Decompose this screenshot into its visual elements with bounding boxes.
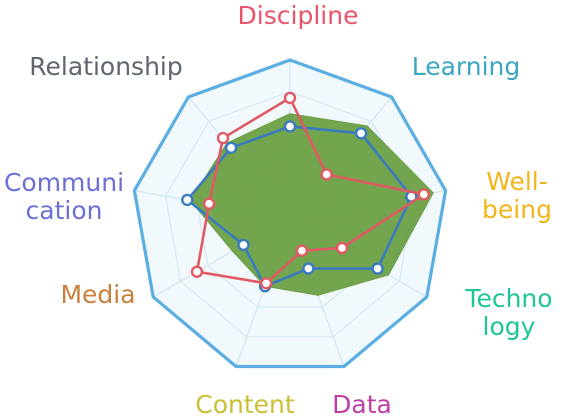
data-point-content [260,277,273,290]
axis-label-line: being [482,195,552,224]
axis-label-communication: Communi cation [4,168,124,225]
axis-label-data: Data [332,390,392,418]
data-point-communication [202,197,216,210]
data-point-learning [354,127,368,140]
series-line [195,96,426,285]
data-point-data [302,262,315,275]
axis-label-line: Well- [486,167,548,196]
series-3 [190,91,430,290]
axis-label-line: Relationship [29,52,182,81]
data-point-learning [320,168,333,181]
data-point-communication [181,193,194,207]
data-point-relationship [224,141,238,155]
axis-label-line: Discipline [238,1,359,30]
series-1 [189,113,434,296]
data-point-discipline [283,120,297,133]
axis-label-content: Content [195,390,295,418]
axis-label-line: Media [60,280,135,309]
axis-label-relationship: Relationship [29,52,182,81]
axis-label-line: cation [26,196,103,225]
data-point-data [295,244,309,257]
axis-label-line: logy [483,312,536,341]
axis-label-line: Communi [4,168,124,197]
series-line [186,125,413,288]
series-area [189,113,434,296]
axis-label-technology: Techno logy [464,284,552,341]
data-point-well-being [417,188,430,201]
axis-label-line: Techno [464,284,552,313]
radar-outer-border [132,58,448,369]
data-point-media [190,265,204,278]
axis-labels: Discipline Learning Well-being Techno logy Da… [4,1,553,418]
axis-label-line: Learning [412,52,521,81]
axis-label-learning: Learning [412,52,521,81]
axis-label-line: Content [195,390,295,418]
axis-label-line: Data [332,390,392,418]
data-point-technology [335,241,349,255]
data-point-relationship [216,131,230,145]
axis-label-media: Media [60,280,135,309]
data-point-media [237,238,250,252]
axis-label-well-being: Well-being [482,167,552,224]
axis-label-discipline: Discipline [238,1,359,30]
data-point-technology [371,262,384,275]
data-point-discipline [283,91,297,105]
series-2 [181,120,418,293]
